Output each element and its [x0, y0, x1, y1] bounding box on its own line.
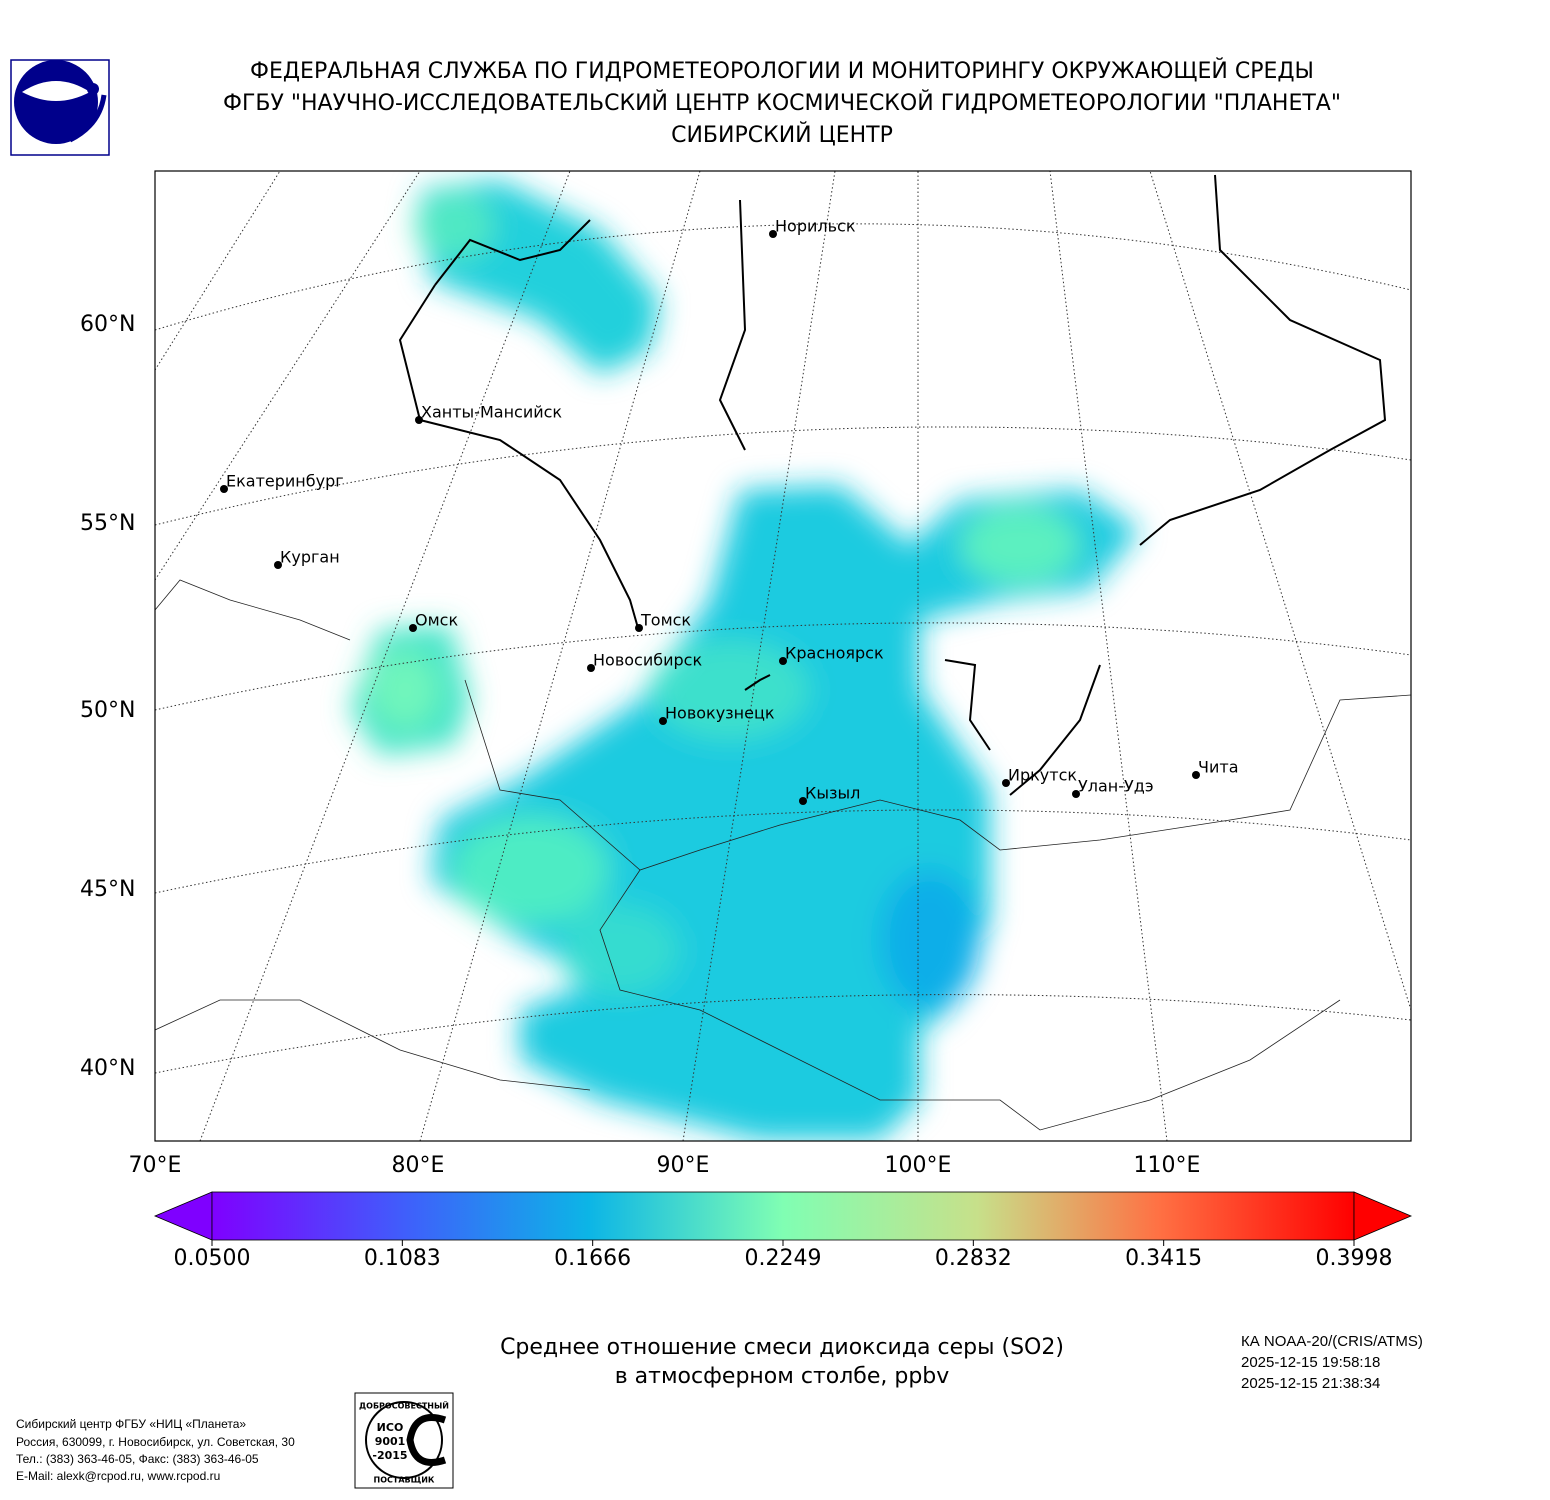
- city-marker: [587, 664, 595, 672]
- colorbar-tick-label: 0.1666: [554, 1246, 631, 1271]
- colorbar: 0.0500 0.1083 0.1666 0.2249 0.2832 0.3415 0.39…: [153, 1191, 1413, 1271]
- lon-label: 80°E: [392, 1153, 445, 1178]
- map-frame: [154, 170, 1412, 1142]
- lat-label: 40°N: [80, 1056, 135, 1081]
- footer-line: Россия, 630099, г. Новосибирск, ул. Сове…: [16, 1435, 295, 1449]
- cert-text: -2015: [372, 1449, 407, 1462]
- logo: [10, 59, 110, 156]
- colorbar-tick-label: 0.1083: [364, 1246, 441, 1271]
- lon-label: 70°E: [129, 1153, 182, 1178]
- city-marker: [1072, 790, 1080, 798]
- lat-label: 60°N: [80, 312, 135, 337]
- lon-label: 110°E: [1134, 1153, 1201, 1178]
- city-marker: [799, 797, 807, 805]
- city-marker: [220, 485, 228, 493]
- city-marker: [769, 230, 777, 238]
- city-marker: [274, 561, 282, 569]
- city-label: Улан-Удэ: [1078, 777, 1154, 796]
- city-label: Норильск: [775, 217, 856, 236]
- city-label: Екатеринбург: [226, 472, 344, 491]
- colorbar-tick-label: 0.2249: [745, 1246, 822, 1271]
- coastlines: [398, 174, 1387, 796]
- city-marker: [779, 657, 787, 665]
- city-label: Новокузнецк: [665, 704, 775, 723]
- footer-line: Сибирский центр ФГБУ «НИЦ «Планета»: [16, 1417, 246, 1431]
- city-label: Красноярск: [785, 644, 884, 663]
- cert-text: ПОСТАВЩИК: [374, 1476, 435, 1485]
- cert-text: ИСО: [377, 1421, 404, 1434]
- caption-line: Среднее отношение смеси диоксида серы (S…: [500, 1335, 1064, 1360]
- city-label: Томск: [640, 611, 691, 630]
- city-label: Ханты-Мансийск: [421, 403, 562, 422]
- certificate: ДОБРОСОВЕСТНЫЙ ИСО 9001 -2015 ПОСТАВЩИК: [354, 1392, 454, 1489]
- city-marker: [635, 624, 643, 632]
- colorbar-tick-label: 0.3998: [1316, 1246, 1393, 1271]
- city-label: Омск: [415, 611, 458, 630]
- lon-label: 90°E: [657, 1153, 710, 1178]
- colorbar-tick-label: 0.0500: [174, 1246, 251, 1271]
- header-line: ФГБУ "НАУЧНО-ИССЛЕДОВАТЕЛЬСКИЙ ЦЕНТР КОС…: [223, 90, 1341, 116]
- footer-line: E-Mail: alexk@rcpod.ru, www.rcpod.ru: [16, 1469, 220, 1483]
- satellite-info: 2025-12-15 19:58:18: [1241, 1354, 1380, 1371]
- header-line: СИБИРСКИЙ ЦЕНТР: [671, 122, 893, 148]
- city-label: Курган: [280, 548, 340, 567]
- colorbar-tick-label: 0.3415: [1125, 1246, 1202, 1271]
- lat-label: 50°N: [80, 698, 135, 723]
- axis-labels: 60°N 55°N 50°N 45°N 40°N 70°E 80°E 90°E 100°E 110…: [80, 312, 1200, 1178]
- lat-label: 55°N: [80, 511, 135, 536]
- city-label: Новосибирск: [593, 651, 702, 670]
- city-marker: [659, 717, 667, 725]
- cities: Норильск Ханты-Мансийск Екатеринбург Курган…: [220, 217, 1239, 805]
- footer-line: Тел.: (383) 363-46-05, Факс: (383) 363-4…: [16, 1452, 259, 1466]
- so2-field: [350, 180, 1140, 1140]
- satellite-info: 2025-12-15 21:38:34: [1241, 1375, 1380, 1392]
- cert-text: ДОБРОСОВЕСТНЫЙ: [359, 1400, 449, 1411]
- borders: [155, 579, 1411, 1131]
- lat-label: 45°N: [80, 877, 135, 902]
- caption-line: в атмосферном столбе, ppbv: [615, 1364, 950, 1389]
- city-marker: [415, 416, 423, 424]
- satellite-info: КА NOAA-20/(CRIS/ATMS): [1241, 1333, 1423, 1350]
- city-label: Чита: [1198, 758, 1239, 777]
- city-label: Кызыл: [805, 784, 860, 803]
- lon-label: 100°E: [885, 1153, 952, 1178]
- header-line: ФЕДЕРАЛЬНАЯ СЛУЖБА ПО ГИДРОМЕТЕОРОЛОГИИ …: [250, 58, 1314, 84]
- city-marker: [409, 624, 417, 632]
- cert-text: 9001: [375, 1435, 406, 1448]
- map: Норильск Ханты-Мансийск Екатеринбург Курган…: [155, 171, 1411, 1141]
- city-label: Иркутск: [1008, 766, 1077, 785]
- colorbar-tick-label: 0.2832: [935, 1246, 1012, 1271]
- city-marker: [1192, 771, 1200, 779]
- city-marker: [1002, 779, 1010, 787]
